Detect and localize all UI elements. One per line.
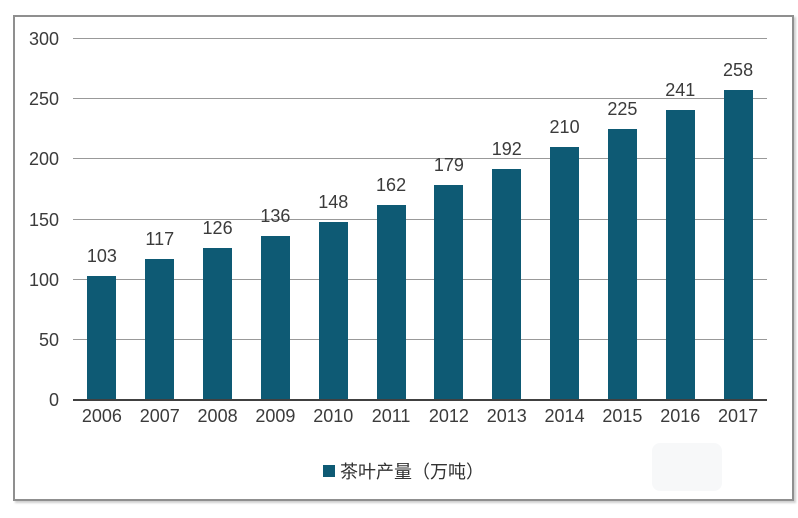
bar [145, 259, 175, 400]
bar-value-label: 136 [260, 206, 291, 227]
x-axis-line [73, 399, 767, 401]
x-axis-label: 2008 [197, 406, 238, 426]
x-axis-label: 2017 [718, 406, 759, 426]
bar-value-label: 148 [318, 191, 349, 212]
legend: 茶叶产量（万吨） [15, 458, 792, 484]
bar [723, 89, 753, 400]
y-axis-tick-label: 200 [28, 149, 59, 170]
bar [260, 236, 290, 400]
bar [434, 184, 464, 400]
x-axis-label: 2012 [428, 406, 469, 426]
bar [665, 110, 695, 400]
x-axis-label: 2013 [486, 406, 527, 426]
legend-swatch-icon [323, 465, 335, 477]
gridline [73, 338, 767, 340]
gridline [73, 158, 767, 160]
x-axis-label: 2010 [313, 406, 354, 426]
bar [492, 168, 522, 400]
y-axis-tick-label: 50 [38, 329, 59, 350]
bar-value-label: 126 [202, 218, 233, 239]
y-axis-tick-label: 250 [28, 89, 59, 110]
legend-label: 茶叶产量（万吨） [340, 462, 484, 482]
bar [203, 248, 233, 400]
bar [607, 129, 637, 400]
bar-value-label: 192 [491, 138, 522, 159]
bar-value-label: 179 [433, 154, 464, 175]
bar [550, 147, 580, 400]
y-axis-tick-label: 300 [28, 29, 59, 49]
bar-value-label: 210 [549, 117, 580, 138]
y-axis-tick-label: 100 [28, 269, 59, 290]
bar [376, 205, 406, 400]
x-axis-label: 2007 [139, 406, 180, 426]
bar-value-label: 241 [665, 80, 696, 100]
watermark [652, 443, 722, 491]
y-axis-tick-label: 0 [48, 390, 59, 410]
plot-area: 103 2006 117 2007 126 2008 136 2009 148 2010 162 20… [73, 38, 767, 426]
gridline [73, 278, 767, 280]
x-axis-label: 2016 [660, 406, 701, 426]
x-axis-label: 2006 [81, 406, 122, 426]
bar-value-label: 117 [145, 229, 175, 250]
x-axis-label: 2009 [255, 406, 296, 426]
gridline [73, 218, 767, 220]
bar-value-label: 258 [723, 59, 754, 80]
bar-value-label: 162 [376, 175, 407, 196]
bar-value-label: 103 [86, 246, 117, 267]
x-axis-label: 2014 [544, 406, 585, 426]
gridline [73, 38, 767, 39]
y-axis: 0 50 100 150 200 250 300 [15, 30, 59, 409]
y-axis-tick-label: 150 [28, 209, 59, 230]
bar-value-label: 225 [607, 99, 638, 120]
x-axis-label: 2015 [602, 406, 643, 426]
bar [87, 276, 117, 400]
bar [318, 221, 348, 400]
x-axis-label: 2011 [371, 406, 411, 426]
chart-frame: 0 50 100 150 200 250 300 103 2006 117 2007 126 2008… [13, 15, 794, 501]
gridline [73, 98, 767, 100]
